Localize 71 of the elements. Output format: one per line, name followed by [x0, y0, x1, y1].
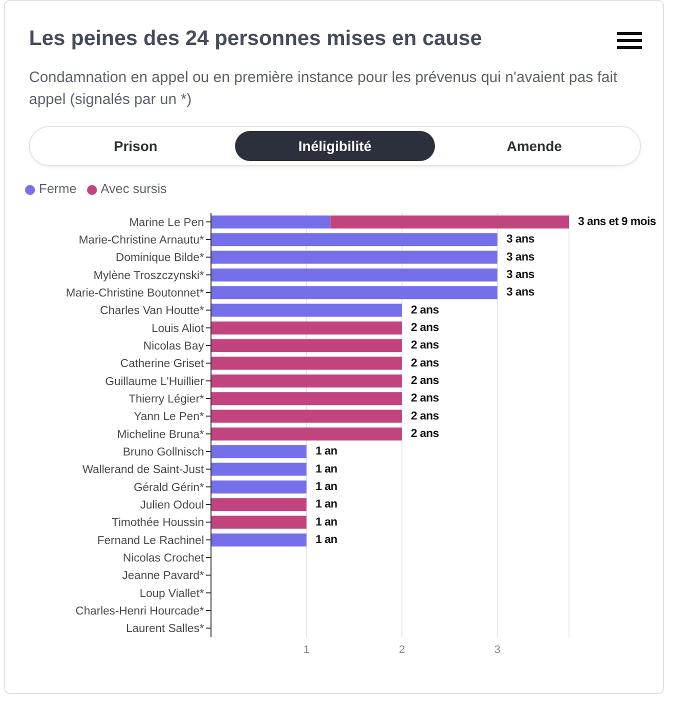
bar: [211, 498, 306, 512]
y-tick-label: Micheline Bruna*: [117, 428, 205, 441]
total-label: 2 ans: [410, 392, 439, 405]
y-tick-label: Nicolas Crochet: [122, 552, 205, 565]
x-tick-label: 2: [398, 644, 405, 656]
total-label: 3 ans et 9 mois: [578, 216, 656, 228]
y-tick-label: Nicolas Bay: [143, 340, 204, 353]
bar: [211, 427, 402, 440]
bar: [211, 533, 306, 546]
bar: [211, 250, 498, 264]
bar: [211, 321, 402, 334]
bar: [211, 268, 498, 282]
tab-selector: Prison Inéligibilité Amende: [29, 126, 641, 166]
total-label: 2 ans: [410, 322, 439, 334]
bar: [211, 462, 306, 476]
total-label: 2 ans: [410, 304, 439, 316]
y-tick-label: Charles Van Houtte*: [100, 305, 205, 318]
bar: [211, 339, 402, 352]
y-tick-label: Loup Viallet*: [140, 588, 205, 600]
total-label: 1 an: [315, 446, 338, 458]
chart-title: Les peines des 24 personnes mises en cause: [29, 27, 482, 51]
y-tick-label: Julien Odoul: [140, 500, 204, 512]
total-label: 1 an: [315, 498, 338, 511]
y-tick-label: Dominique Bilde*: [116, 252, 205, 264]
total-label: 3 ans: [506, 251, 534, 264]
bar: [330, 215, 569, 228]
total-label: 2 ans: [410, 357, 439, 370]
y-tick-label: Catherine Griset: [120, 358, 205, 370]
y-tick-label: Timothée Houssin: [112, 517, 204, 530]
bar: [211, 516, 306, 529]
bar: [211, 233, 498, 246]
y-tick-label: Thierry Légier*: [128, 394, 205, 406]
y-tick-label: Yann Le Pen*: [134, 411, 205, 424]
y-tick-label: Fernand Le Rachinel: [97, 534, 204, 547]
y-tick-label: Marine Le Pen: [129, 216, 204, 229]
total-label: 1 an: [315, 516, 338, 528]
bar: [211, 445, 306, 458]
total-label: 2 ans: [410, 428, 439, 440]
y-tick-label: Laurent Salles*: [126, 623, 205, 636]
total-label: 1 an: [315, 463, 338, 476]
y-tick-label: Charles-Henri Hourcade*: [76, 606, 205, 618]
total-label: 1 an: [315, 534, 338, 546]
chart-subtitle: Condamnation en appel ou en première instance pour les prévenus qui n'avaient pas fait appel (signalés par un *): [29, 68, 618, 110]
y-tick-label: Wallerand de Saint-Just: [82, 464, 205, 476]
total-label: 2 ans: [410, 340, 439, 352]
bar: [211, 215, 330, 228]
bar: [211, 356, 402, 370]
y-tick-label: Marie-Christine Boutonnet*: [66, 288, 205, 300]
total-label: 3 ans: [506, 234, 534, 246]
bar: [211, 410, 402, 423]
bar: [211, 392, 402, 406]
y-tick-label: Guillaume L'Huillier: [105, 376, 204, 388]
x-tick-label: 3: [494, 644, 500, 656]
x-tick-label: 1: [303, 644, 310, 656]
y-tick-label: Marie-Christine Arnautu*: [78, 234, 205, 247]
total-label: 1 an: [315, 480, 338, 493]
total-label: 3 ans: [506, 268, 534, 281]
legend-label: Avec sursis: [100, 181, 167, 196]
y-tick-label: Jeanne Pavard*: [122, 570, 205, 582]
bar: [211, 286, 498, 300]
y-tick-label: Bruno Gollnisch: [122, 446, 204, 459]
total-label: 2 ans: [410, 374, 439, 387]
bar: [211, 480, 306, 494]
bar: [211, 304, 402, 317]
bar: [211, 374, 402, 388]
legend-label: Ferme: [39, 181, 77, 196]
total-label: 3 ans: [506, 286, 534, 299]
total-label: 2 ans: [410, 410, 439, 422]
y-tick-label: Mylène Troszczynski*: [93, 270, 205, 282]
y-tick-label: Louis Aliot: [152, 322, 205, 335]
y-tick-label: Gérald Gérin*: [134, 482, 205, 494]
